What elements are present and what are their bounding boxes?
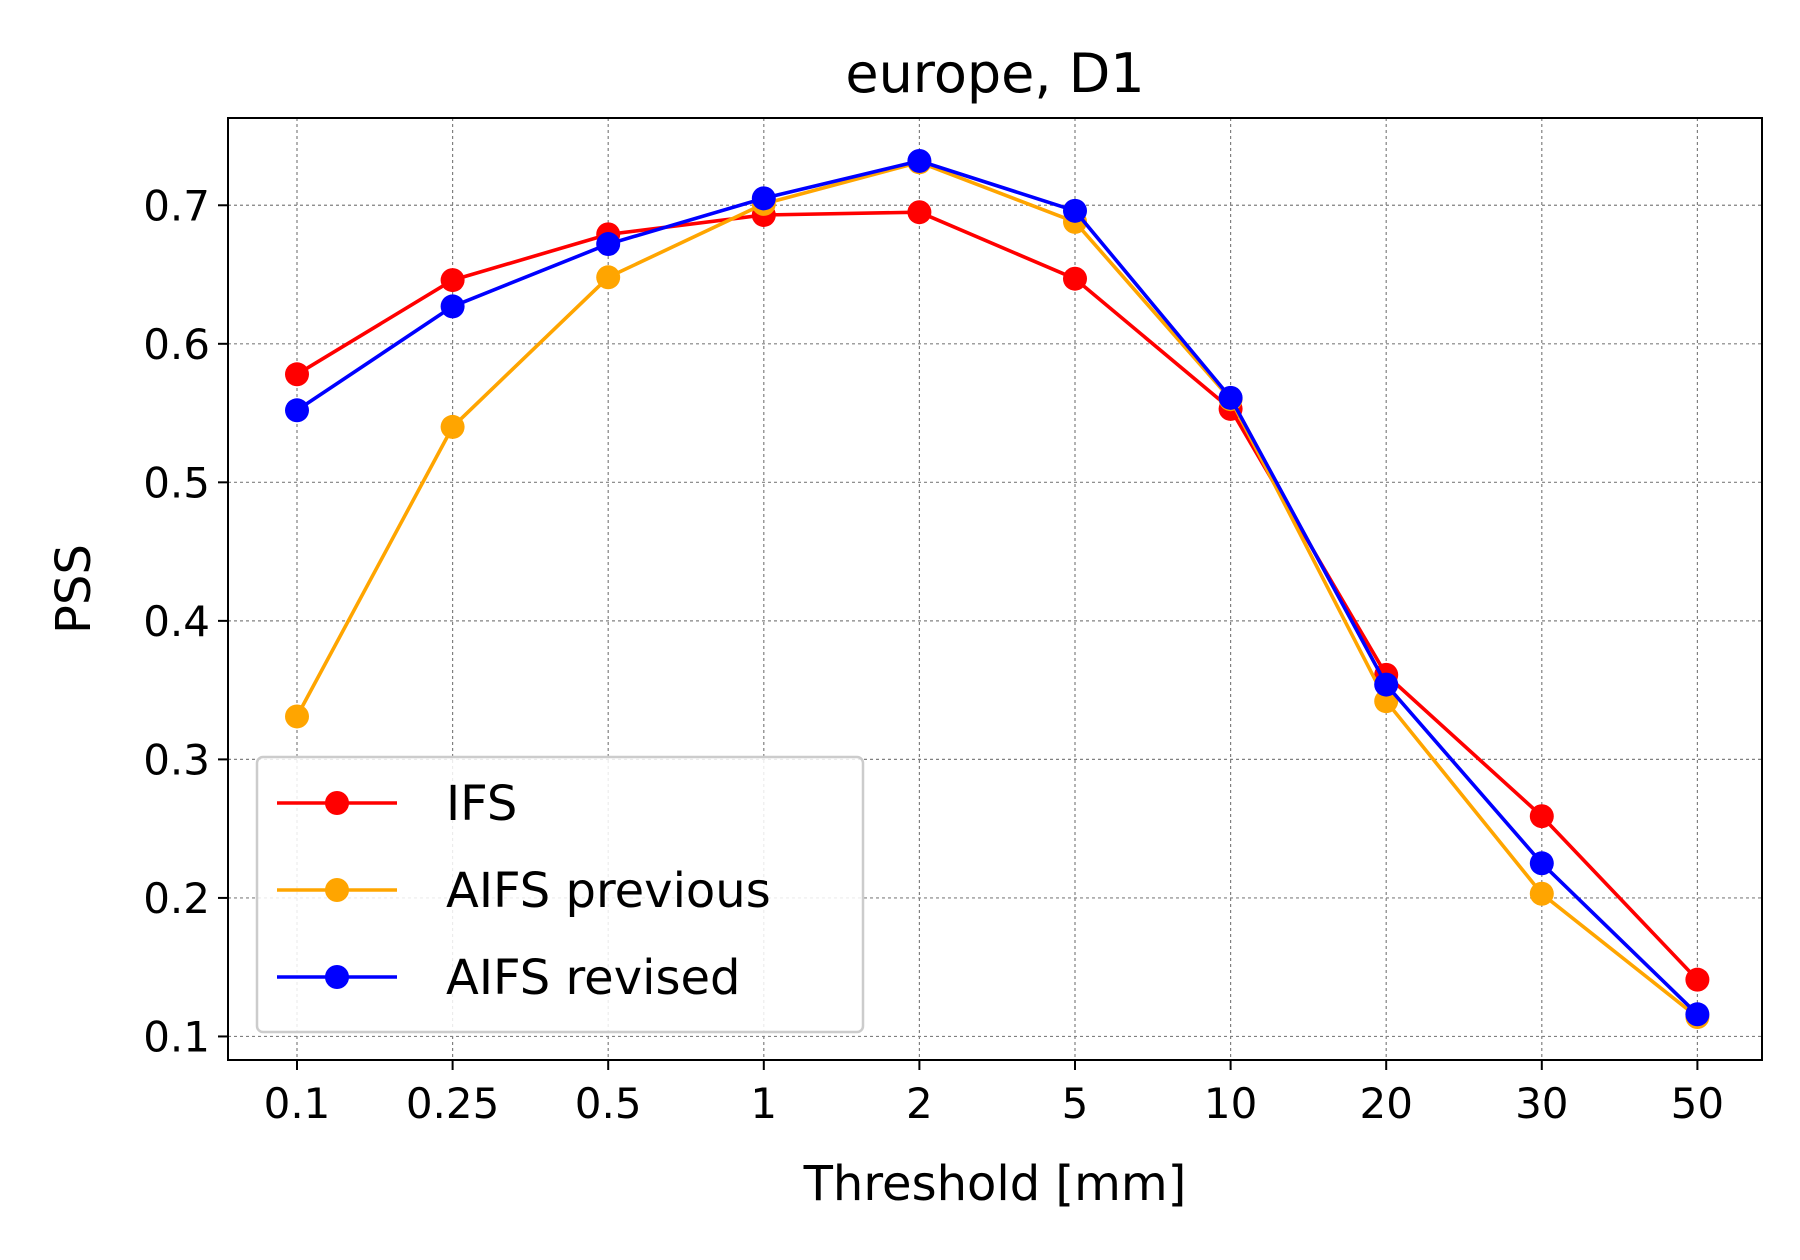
plot-frame xyxy=(227,117,1763,1061)
x-axis-label: Threshold [mm] xyxy=(803,1156,1187,1212)
y-axis-label: PSS xyxy=(46,544,102,634)
data-point-ifs xyxy=(907,200,932,225)
x-axis: 0.1 0.25 0.5 1 2 5 10 20 30 50 xyxy=(264,1060,1724,1128)
data-point-aifs-revised xyxy=(907,148,932,173)
legend-box xyxy=(255,755,865,1034)
chart-title: europe, D1 xyxy=(845,42,1144,105)
legend-entry-aifs-previous: AIFS previous xyxy=(277,863,771,919)
series-aifs-revised xyxy=(285,148,1710,1027)
data-point-aifs-previous xyxy=(285,704,309,729)
data-point-aifs-revised xyxy=(1529,851,1554,876)
y-tick-label: 0.4 xyxy=(143,597,210,646)
data-point-aifs-previous xyxy=(1529,881,1554,906)
data-point-aifs-previous xyxy=(440,414,465,439)
data-point-ifs xyxy=(285,362,309,387)
data-point-ifs xyxy=(1529,804,1554,829)
x-tick-label: 0.25 xyxy=(406,1079,500,1128)
data-point-ifs xyxy=(440,268,465,293)
y-axis: 0.1 0.2 0.3 0.4 0.5 0.6 0.7 xyxy=(143,181,228,1061)
y-tick-label: 0.5 xyxy=(143,458,210,507)
data-point-aifs-revised xyxy=(440,294,465,319)
legend-label-aifs-previous: AIFS previous xyxy=(446,863,771,919)
data-point-aifs-revised xyxy=(1374,672,1399,697)
legend: IFS AIFS previous AIFS revised xyxy=(255,755,865,1034)
data-point-aifs-revised xyxy=(1218,385,1243,410)
data-point-ifs xyxy=(1685,967,1710,992)
data-point-aifs-revised xyxy=(1063,198,1087,223)
data-point-aifs-revised xyxy=(285,398,309,423)
series-line-aifs-previous xyxy=(295,160,1699,1019)
x-tick-label: 0.1 xyxy=(264,1079,331,1128)
x-tick-label: 10 xyxy=(1204,1079,1257,1128)
data-point-aifs-revised xyxy=(751,186,776,211)
x-tick-label: 30 xyxy=(1515,1079,1568,1128)
x-tick-label: 0.5 xyxy=(575,1079,642,1128)
legend-entry-aifs-revised: AIFS revised xyxy=(277,950,740,1006)
legend-label-ifs: IFS xyxy=(446,776,517,832)
data-point-aifs-revised xyxy=(1685,1002,1710,1027)
grid xyxy=(228,118,1762,1060)
legend-label-aifs-revised: AIFS revised xyxy=(446,950,740,1006)
y-tick-label: 0.1 xyxy=(143,1012,210,1061)
data-point-aifs-revised xyxy=(596,232,621,257)
series-group xyxy=(285,148,1710,1030)
x-tick-label: 2 xyxy=(906,1079,933,1128)
x-tick-label: 1 xyxy=(750,1079,777,1128)
data-point-aifs-previous xyxy=(596,265,621,290)
data-point-ifs xyxy=(1063,266,1087,291)
data-point-aifs-previous xyxy=(1374,689,1399,714)
legend-marker-aifs-revised xyxy=(325,965,349,989)
y-tick-label: 0.7 xyxy=(143,181,210,230)
y-tick-label: 0.3 xyxy=(143,735,210,784)
x-tick-label: 20 xyxy=(1359,1079,1412,1128)
series-line-aifs-revised xyxy=(296,159,1699,1016)
x-tick-label: 50 xyxy=(1671,1079,1724,1128)
series-line-ifs xyxy=(296,210,1699,981)
legend-marker-ifs xyxy=(325,791,349,815)
x-tick-label: 5 xyxy=(1062,1079,1089,1128)
y-tick-label: 0.6 xyxy=(143,320,210,369)
y-tick-label: 0.2 xyxy=(143,874,210,923)
legend-marker-aifs-previous xyxy=(325,878,349,902)
legend-entry-ifs: IFS xyxy=(277,776,517,832)
